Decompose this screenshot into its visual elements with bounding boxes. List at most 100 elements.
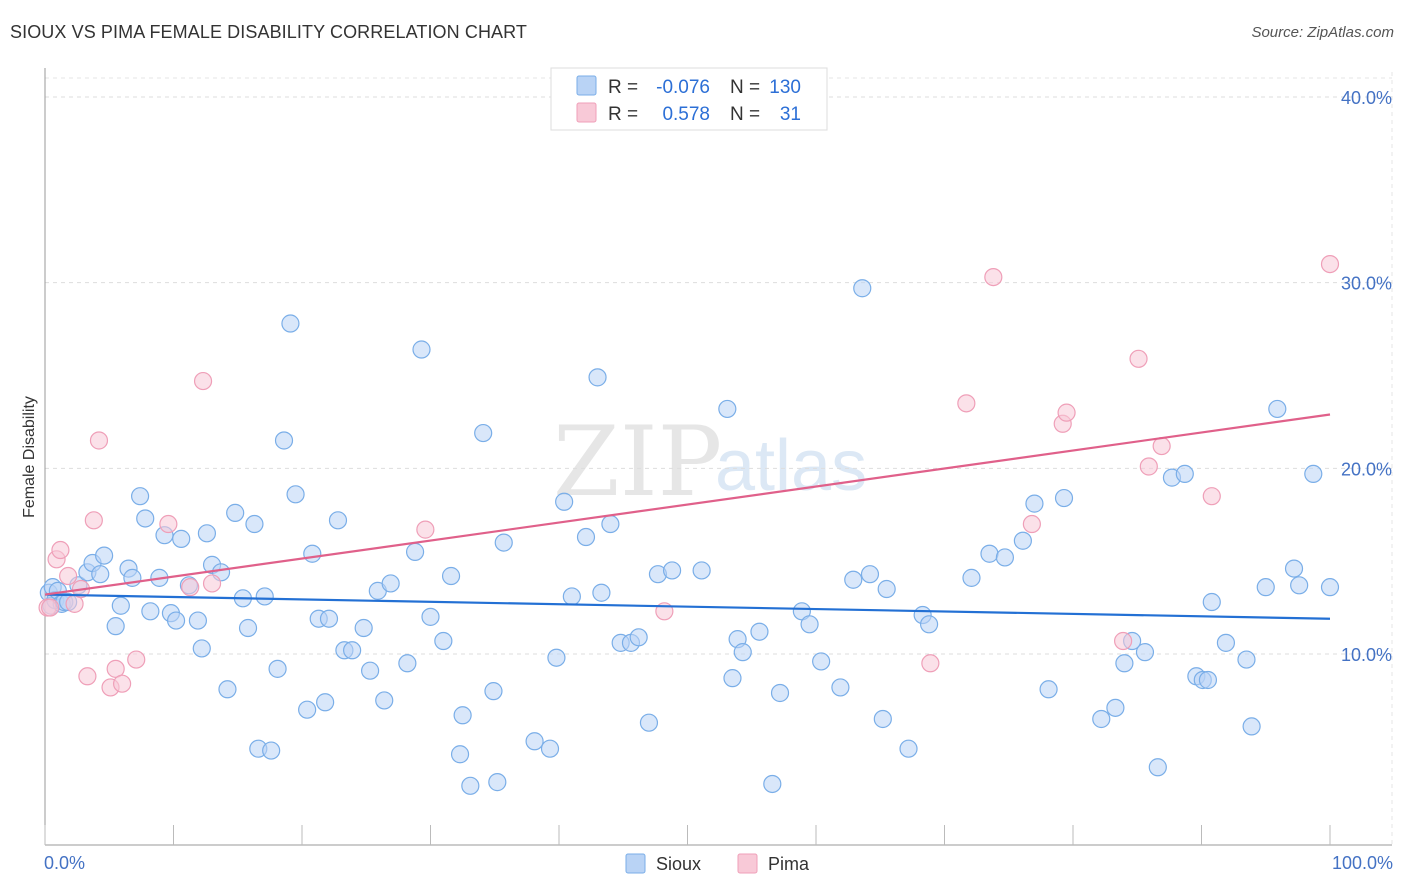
sioux-point-43 <box>298 700 317 719</box>
legend-r-value-sioux: -0.076 <box>656 77 710 98</box>
sioux-point-94 <box>812 652 831 671</box>
sioux-point-131 <box>1320 578 1340 597</box>
pima-point-26 <box>1114 631 1133 651</box>
sioux-point-107 <box>1013 531 1032 550</box>
sioux-point-109 <box>1039 680 1058 699</box>
sioux-point-85 <box>718 399 737 419</box>
sioux-point-124 <box>1237 650 1256 669</box>
legend-swatch-sioux <box>576 75 597 96</box>
sioux-point-28 <box>197 524 217 543</box>
sioux-point-104 <box>962 568 981 587</box>
pima-point-4 <box>59 566 78 586</box>
pima-point-22 <box>984 267 1003 287</box>
sioux-point-11 <box>91 565 110 584</box>
bottom-legend-label-sioux: Sioux <box>656 854 701 874</box>
pima-point-14 <box>159 514 178 534</box>
sioux-point-70 <box>540 739 560 758</box>
sioux-point-72 <box>555 492 574 511</box>
sioux-point-38 <box>262 741 281 760</box>
sioux-point-51 <box>354 618 373 638</box>
sioux-point-48 <box>328 511 348 530</box>
sioux-point-59 <box>421 607 440 626</box>
sioux-point-125 <box>1242 717 1261 736</box>
sioux-point-61 <box>441 566 461 586</box>
pima-point-23 <box>1022 514 1041 534</box>
sioux-point-128 <box>1284 559 1304 578</box>
sioux-point-103 <box>919 615 939 634</box>
pima-point-9 <box>89 431 109 450</box>
sioux-point-127 <box>1268 399 1287 419</box>
pima-point-17 <box>202 574 222 593</box>
bottom-legend-swatch-pima <box>737 853 758 874</box>
pima-point-25 <box>1057 403 1076 422</box>
sioux-point-67 <box>488 773 507 792</box>
sioux-point-77 <box>601 514 620 534</box>
legend-n-value-pima: 31 <box>780 104 801 125</box>
sioux-point-100 <box>877 579 896 599</box>
y-tick-label-2: 30.0% <box>1341 274 1392 294</box>
legend-swatch-pima <box>576 102 597 123</box>
bottom-legend-label-pima: Pima <box>768 854 810 874</box>
sioux-point-42 <box>286 485 305 504</box>
sioux-point-56 <box>398 654 417 673</box>
sioux-point-122 <box>1202 592 1221 612</box>
y-tick-label-1: 20.0% <box>1341 459 1392 479</box>
sioux-point-23 <box>166 611 186 630</box>
sioux-point-69 <box>525 732 544 751</box>
sioux-point-41 <box>281 314 300 333</box>
pima-point-28 <box>1139 457 1158 476</box>
sioux-point-37 <box>255 587 274 606</box>
series-sioux-points <box>39 279 1340 795</box>
pima-trend-line <box>44 413 1331 596</box>
sioux-point-126 <box>1256 578 1275 597</box>
x-tick-label-1: 100.0% <box>1332 853 1393 873</box>
legend-n-label-sioux: N = <box>730 77 760 98</box>
legend-r-label-sioux: R = <box>608 77 638 98</box>
legend-n-value-sioux: 130 <box>769 77 801 98</box>
sioux-point-14 <box>111 596 130 615</box>
sioux-point-12 <box>95 546 114 565</box>
sioux-point-62 <box>450 745 470 764</box>
sioux-point-118 <box>1175 464 1194 484</box>
sioux-point-113 <box>1115 654 1134 673</box>
stats-legend-box <box>550 67 828 131</box>
sioux-point-91 <box>770 683 790 703</box>
sioux-point-74 <box>576 527 596 547</box>
sioux-point-32 <box>226 503 245 522</box>
legend-r-value-pima: 0.578 <box>662 104 710 125</box>
pima-point-3 <box>51 540 70 560</box>
pima-point-16 <box>193 371 213 391</box>
sioux-point-83 <box>662 561 682 580</box>
sioux-point-17 <box>130 487 150 506</box>
watermark-zip: ZIP <box>553 406 722 518</box>
pima-point-15 <box>181 578 200 597</box>
sioux-point-96 <box>844 570 863 589</box>
sioux-point-34 <box>238 618 258 638</box>
sioux-point-95 <box>831 678 850 697</box>
sioux-point-26 <box>188 611 208 630</box>
sioux-point-40 <box>274 431 294 450</box>
y-tick-labels: 10.0% 20.0% 30.0% 40.0% <box>1341 88 1392 665</box>
sioux-point-93 <box>800 615 819 634</box>
pima-point-29 <box>1152 436 1171 456</box>
sioux-point-129 <box>1290 576 1309 595</box>
series-pima-points <box>38 255 1340 697</box>
pima-point-30 <box>1202 487 1221 506</box>
stats-legend: R = -0.076 N = 130 R = 0.578 N = 31 <box>550 67 828 131</box>
sioux-point-58 <box>412 340 431 359</box>
sioux-point-84 <box>692 561 711 580</box>
sioux-point-46 <box>316 693 335 712</box>
pima-point-7 <box>78 667 97 686</box>
sioux-point-47 <box>319 609 339 628</box>
legend-n-label-pima: N = <box>730 104 760 125</box>
sioux-point-27 <box>192 639 211 658</box>
sioux-point-108 <box>1025 494 1044 513</box>
x-tick-label-0: 0.0% <box>44 853 85 873</box>
sioux-point-68 <box>494 533 513 552</box>
chart-title: SIOUX VS PIMA FEMALE DISABILITY CORRELAT… <box>10 22 528 42</box>
sioux-point-97 <box>853 279 872 298</box>
gridlines <box>45 72 1393 845</box>
sioux-point-89 <box>750 622 769 641</box>
pima-point-13 <box>127 650 146 669</box>
sioux-point-31 <box>218 680 237 699</box>
